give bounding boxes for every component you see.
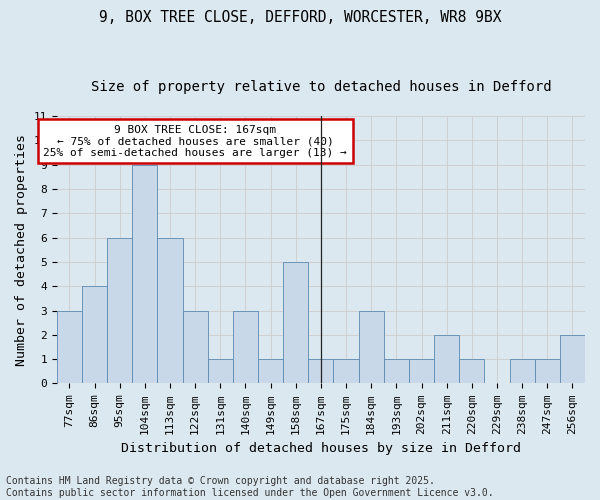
Bar <box>107 238 132 384</box>
Bar <box>384 359 409 384</box>
Text: 9, BOX TREE CLOSE, DEFFORD, WORCESTER, WR8 9BX: 9, BOX TREE CLOSE, DEFFORD, WORCESTER, W… <box>99 10 501 25</box>
Bar <box>57 310 82 384</box>
Bar <box>334 359 359 384</box>
X-axis label: Distribution of detached houses by size in Defford: Distribution of detached houses by size … <box>121 442 521 455</box>
Bar <box>434 335 459 384</box>
Y-axis label: Number of detached properties: Number of detached properties <box>15 134 28 366</box>
Bar <box>182 310 208 384</box>
Bar <box>509 359 535 384</box>
Bar <box>157 238 182 384</box>
Bar <box>82 286 107 384</box>
Title: Size of property relative to detached houses in Defford: Size of property relative to detached ho… <box>91 80 551 94</box>
Bar <box>308 359 334 384</box>
Bar <box>208 359 233 384</box>
Bar <box>459 359 484 384</box>
Bar <box>560 335 585 384</box>
Bar <box>535 359 560 384</box>
Bar <box>233 310 258 384</box>
Bar <box>283 262 308 384</box>
Text: 9 BOX TREE CLOSE: 167sqm
← 75% of detached houses are smaller (40)
25% of semi-d: 9 BOX TREE CLOSE: 167sqm ← 75% of detach… <box>43 124 347 158</box>
Bar <box>132 164 157 384</box>
Bar <box>409 359 434 384</box>
Bar <box>258 359 283 384</box>
Bar <box>359 310 384 384</box>
Text: Contains HM Land Registry data © Crown copyright and database right 2025.
Contai: Contains HM Land Registry data © Crown c… <box>6 476 494 498</box>
